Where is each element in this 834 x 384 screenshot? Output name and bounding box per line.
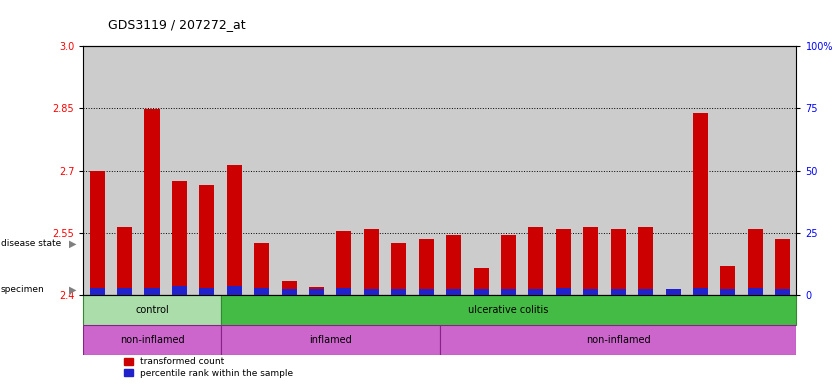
Bar: [364, 289, 379, 295]
Bar: [309, 289, 324, 295]
Bar: [583, 227, 598, 295]
Text: disease state: disease state: [1, 239, 61, 248]
Bar: [693, 113, 708, 295]
Bar: [610, 289, 626, 295]
Text: inflamed: inflamed: [309, 335, 352, 345]
Text: GDS3119 / 207272_at: GDS3119 / 207272_at: [108, 18, 246, 31]
Bar: [83, 295, 220, 325]
Bar: [419, 289, 434, 295]
Bar: [529, 227, 544, 295]
Bar: [117, 227, 132, 295]
Bar: [638, 227, 653, 295]
Bar: [666, 289, 681, 295]
Text: ▶: ▶: [69, 239, 77, 249]
Text: specimen: specimen: [1, 285, 44, 295]
Text: ulcerative colitis: ulcerative colitis: [469, 305, 549, 315]
Bar: [336, 288, 351, 295]
Bar: [199, 185, 214, 295]
Text: non-inflamed: non-inflamed: [586, 335, 651, 345]
Bar: [638, 289, 653, 295]
Bar: [666, 293, 681, 295]
Bar: [89, 171, 104, 295]
Bar: [144, 109, 159, 295]
Bar: [419, 239, 434, 295]
Bar: [282, 289, 297, 295]
Bar: [446, 289, 461, 295]
Bar: [446, 235, 461, 295]
Bar: [501, 289, 516, 295]
Bar: [693, 288, 708, 295]
Bar: [474, 289, 489, 295]
Bar: [721, 266, 736, 295]
Bar: [220, 295, 796, 325]
Legend: transformed count, percentile rank within the sample: transformed count, percentile rank withi…: [123, 358, 293, 378]
Bar: [721, 289, 736, 295]
Bar: [227, 286, 242, 295]
Bar: [309, 287, 324, 295]
Bar: [391, 243, 406, 295]
Bar: [555, 288, 571, 295]
Bar: [391, 289, 406, 295]
Text: non-inflamed: non-inflamed: [119, 335, 184, 345]
Bar: [776, 239, 791, 295]
Bar: [199, 288, 214, 295]
Bar: [583, 289, 598, 295]
Bar: [529, 289, 544, 295]
Bar: [83, 325, 220, 355]
Bar: [172, 181, 187, 295]
Bar: [474, 268, 489, 295]
Bar: [364, 229, 379, 295]
Bar: [254, 288, 269, 295]
Bar: [440, 325, 796, 355]
Bar: [748, 288, 763, 295]
Bar: [89, 288, 104, 295]
Bar: [254, 243, 269, 295]
Bar: [501, 235, 516, 295]
Bar: [117, 288, 132, 295]
Bar: [172, 286, 187, 295]
Bar: [220, 325, 440, 355]
Bar: [282, 281, 297, 295]
Bar: [555, 229, 571, 295]
Text: control: control: [135, 305, 168, 315]
Bar: [227, 164, 242, 295]
Bar: [336, 231, 351, 295]
Bar: [748, 229, 763, 295]
Bar: [144, 288, 159, 295]
Bar: [776, 289, 791, 295]
Text: ▶: ▶: [69, 285, 77, 295]
Bar: [610, 229, 626, 295]
